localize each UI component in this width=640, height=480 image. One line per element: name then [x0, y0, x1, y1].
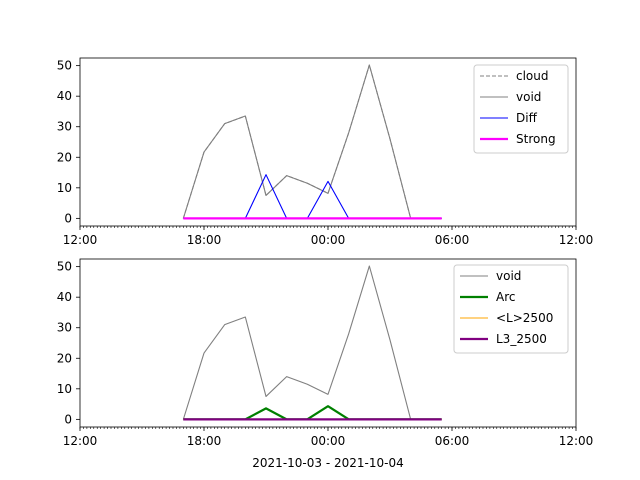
legend-label: Arc: [496, 290, 515, 304]
x-tick-label: 12:00: [559, 233, 594, 247]
x-tick-label: 06:00: [435, 434, 470, 448]
legend-label: <L>2500: [496, 311, 553, 325]
x-tick-label: 12:00: [63, 233, 98, 247]
legend: void Arc <L>2500 L3_2500: [453, 264, 569, 354]
x-minor-ticks: [79, 427, 577, 429]
y-tick-label: 0: [64, 211, 72, 225]
x-tick-label: 18:00: [187, 434, 222, 448]
y-tick-label: 20: [57, 351, 72, 365]
y-tick-label: 10: [57, 181, 72, 195]
legend-label: cloud: [516, 69, 549, 83]
y-tick-label: 50: [57, 59, 72, 73]
bottom-subplot: 12:00 18:00 00:00 06:00 12:00 0 10 20 30 40 50 void…: [57, 258, 594, 448]
y-tick-label: 20: [57, 150, 72, 164]
legend: cloud void Diff Strong: [473, 64, 569, 154]
series-line-void: [182, 64, 442, 219]
legend-label: void: [496, 269, 521, 283]
legend-label: Diff: [516, 111, 538, 125]
x-tick-label: 00:00: [311, 233, 346, 247]
x-tick-label: 12:00: [63, 434, 98, 448]
series-line-void: [182, 265, 442, 420]
legend-label: void: [516, 90, 541, 104]
legend-label: Strong: [516, 132, 556, 146]
y-tick-label: 40: [57, 89, 72, 103]
x-axis-caption: 2021-10-03 - 2021-10-04: [252, 456, 403, 470]
x-tick-label: 12:00: [559, 434, 594, 448]
y-tick-label: 30: [57, 321, 72, 335]
y-tick-label: 50: [57, 260, 72, 274]
legend-box: [453, 264, 569, 354]
top-subplot: 12:00 18:00 00:00 06:00 12:00 0 10 20 30 40 50 clou…: [57, 57, 594, 247]
x-tick-label: 00:00: [311, 434, 346, 448]
x-tick-label: 06:00: [435, 233, 470, 247]
legend-label: L3_2500: [496, 332, 547, 346]
legend-box: [473, 64, 569, 154]
x-tick-label: 18:00: [187, 233, 222, 247]
y-tick-label: 0: [64, 412, 72, 426]
y-tick-label: 40: [57, 290, 72, 304]
y-tick-label: 30: [57, 120, 72, 134]
y-tick-label: 10: [57, 382, 72, 396]
